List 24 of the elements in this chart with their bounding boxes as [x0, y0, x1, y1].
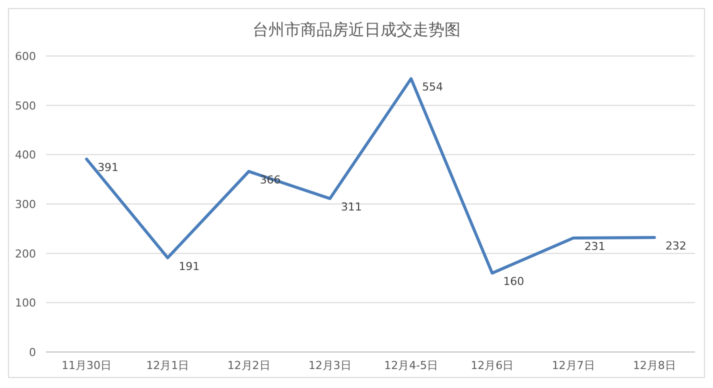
- y-tick-label: 100: [15, 296, 36, 310]
- data-label: 160: [503, 275, 524, 288]
- x-tick-label: 12月2日: [227, 359, 270, 372]
- x-tick-label: 12月7日: [552, 359, 595, 372]
- y-tick-label: 600: [15, 50, 36, 63]
- line-series: [85, 77, 656, 275]
- x-tick-label: 12月8日: [632, 359, 676, 372]
- chart-title: 台州市商品房近日成交走势图: [252, 20, 460, 39]
- y-tick-label: 300: [15, 198, 36, 211]
- y-tick-label: 500: [15, 99, 36, 112]
- y-tick-label: 0: [29, 346, 36, 359]
- y-tick-label: 200: [15, 247, 36, 260]
- x-tick-label: 12月4-5日: [384, 359, 438, 372]
- y-tick-label: 400: [15, 148, 36, 162]
- x-tick-label: 11月30日: [62, 359, 112, 372]
- data-label: 391: [98, 161, 119, 174]
- x-tick-label: 12月1日: [146, 359, 190, 372]
- data-label: 191: [178, 260, 200, 273]
- data-label: 311: [340, 200, 362, 214]
- x-tick-label: 12月6日: [470, 359, 514, 372]
- x-tick-label: 12月3日: [308, 359, 352, 372]
- data-label: 231: [584, 240, 606, 254]
- data-label: 554: [422, 80, 444, 94]
- data-label: 232: [665, 240, 686, 253]
